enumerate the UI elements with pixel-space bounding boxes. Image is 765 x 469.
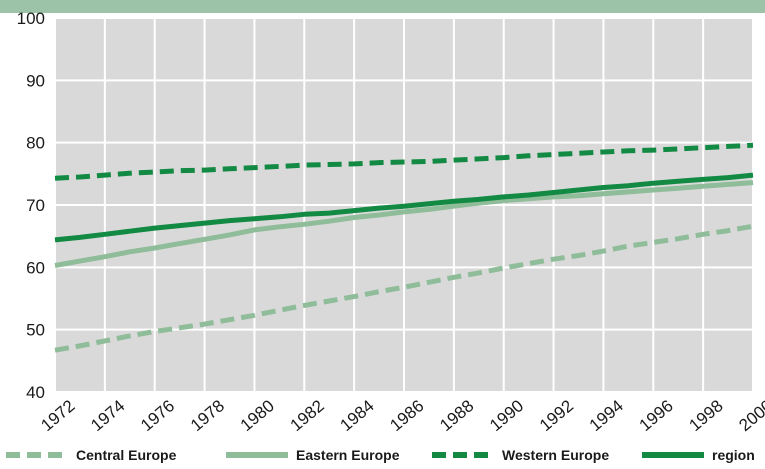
x-axis-tick-labels: 1972 1974 1976 1978 1980 1982 1984 1986 1988 1990… [37,396,765,435]
x-tick-label-1998: 1998 [686,396,727,435]
y-tick-label-50: 50 [26,321,45,340]
legend-label-western-europe: Western Europe [502,446,610,463]
x-tick-label-1980: 1980 [237,396,278,435]
x-tick-label-1974: 1974 [87,396,128,435]
y-tick-label-80: 80 [26,134,45,153]
legend-swatch-eastern-europe [226,451,288,458]
series-line-western-europe [54,142,754,181]
series-line-eastern-europe [54,180,754,268]
x-tick-label-1990: 1990 [486,396,527,435]
legend-swatch-central-europe [6,451,68,458]
y-tick-label-60: 60 [26,258,45,277]
x-tick-label-1994: 1994 [586,396,627,435]
legend-item-region: region [642,440,755,469]
legend-swatch-western-europe [432,451,494,458]
x-tick-label-1982: 1982 [287,396,328,435]
legend-label-eastern-europe: Eastern Europe [296,446,400,463]
series-line-region [54,172,754,243]
series-lines [54,142,754,353]
x-tick-label-1986: 1986 [386,396,427,435]
x-tick-label-2000: 2000 [735,396,765,435]
header-band [0,0,765,13]
line-chart: 40 50 60 70 80 90 100 1972 1974 1976 1978 1980 1982… [17,9,765,435]
legend-item-central-europe: Central Europe [6,440,176,469]
y-tick-label-100: 100 [17,9,45,28]
y-tick-label-40: 40 [26,383,45,402]
y-tick-label-90: 90 [26,71,45,90]
legend-item-western-europe: Western Europe [432,440,609,469]
x-tick-label-1976: 1976 [137,396,178,435]
x-tick-label-1978: 1978 [187,396,228,435]
y-axis-tick-labels: 40 50 60 70 80 90 100 [17,9,45,402]
legend-swatch-region [642,451,704,458]
legend-label-region: region [712,446,755,463]
gridlines [54,17,754,393]
x-tick-label-1984: 1984 [337,396,378,435]
legend-label-central-europe: Central Europe [76,446,177,463]
x-tick-label-1988: 1988 [436,396,477,435]
x-tick-label-1972: 1972 [37,396,78,435]
series-line-central-europe [54,223,754,353]
legend: Central Europe Eastern Europe Western Eu… [0,440,765,469]
x-tick-label-1996: 1996 [636,396,677,435]
y-tick-label-70: 70 [26,196,45,215]
x-tick-label-1992: 1992 [536,396,577,435]
legend-item-eastern-europe: Eastern Europe [226,440,399,469]
